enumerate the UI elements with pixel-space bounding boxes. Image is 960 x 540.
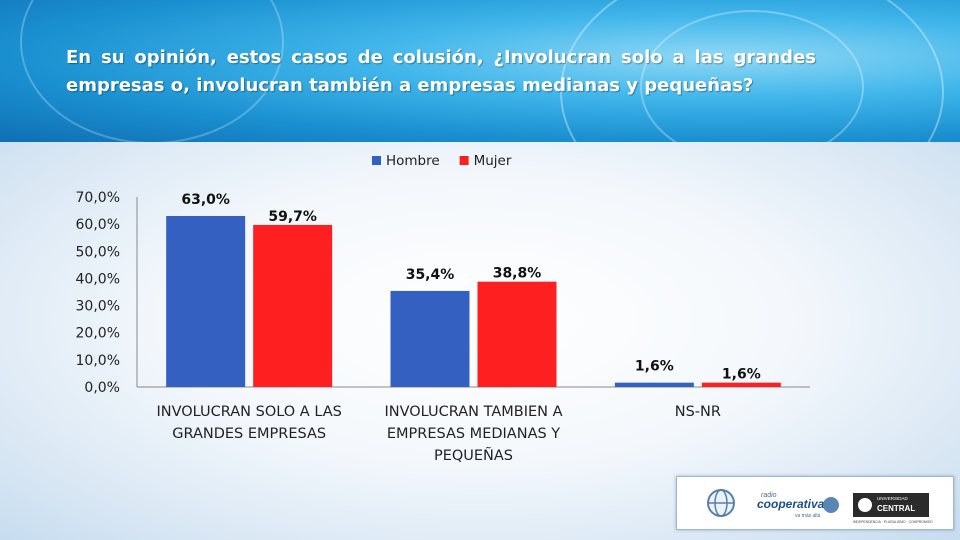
category-label: INVOLUCRAN SOLO A LAS bbox=[156, 404, 341, 420]
bar-hombre bbox=[390, 290, 470, 387]
radio-logo-top: radio bbox=[761, 492, 777, 499]
bar-hombre bbox=[614, 382, 694, 387]
data-label: 59,7% bbox=[268, 209, 317, 225]
y-tick-label: 70,0% bbox=[76, 190, 120, 206]
logos-panel: radio cooperativa va más allá UNIVERSIDA… bbox=[676, 476, 954, 530]
data-label: 1,6% bbox=[635, 359, 674, 375]
bar-mujer bbox=[477, 281, 557, 387]
y-tick-label: 60,0% bbox=[76, 217, 120, 233]
y-tick-label: 10,0% bbox=[76, 353, 120, 369]
bar-mujer bbox=[701, 382, 781, 387]
bar-mujer bbox=[253, 224, 333, 387]
legend-label: Hombre bbox=[386, 153, 440, 169]
radio-logo-name: cooperativa bbox=[757, 497, 825, 511]
legend-swatch-mujer bbox=[459, 156, 469, 165]
y-tick-label: 30,0% bbox=[76, 299, 120, 315]
category-label: EMPRESAS MEDIANAS Y bbox=[387, 426, 560, 442]
y-tick-label: 40,0% bbox=[76, 271, 120, 287]
bar-hombre bbox=[166, 216, 246, 387]
y-tick-label: 20,0% bbox=[76, 326, 120, 342]
university-logo-name: CENTRAL bbox=[877, 504, 915, 513]
y-tick-label: 0,0% bbox=[84, 380, 120, 396]
category-label: INVOLUCRAN TAMBIEN A bbox=[384, 404, 562, 420]
data-label: 1,6% bbox=[722, 367, 761, 383]
university-logo-top: UNIVERSIDAD bbox=[877, 496, 909, 501]
header-banner: En su opinión, estos casos de colusión, … bbox=[0, 0, 960, 142]
radio-logo-tagline: va más allá bbox=[795, 513, 821, 519]
category-label: PEQUEÑAS bbox=[434, 447, 513, 464]
legend-swatch-hombre bbox=[372, 156, 381, 165]
category-label: GRANDES EMPRESAS bbox=[172, 426, 326, 442]
university-logo-icon bbox=[858, 498, 872, 512]
data-label: 35,4% bbox=[406, 267, 455, 283]
category-label: NS-NR bbox=[675, 404, 721, 420]
globe-icon bbox=[707, 489, 735, 517]
data-label: 63,0% bbox=[181, 192, 230, 208]
university-logo-tagline: INDEPENDENCIA · PLURALISMO · COMPROMISO bbox=[853, 520, 933, 524]
decor-swirl bbox=[640, 10, 864, 142]
data-label: 38,8% bbox=[493, 266, 542, 282]
y-tick-label: 50,0% bbox=[76, 244, 120, 260]
radio-logo-icon bbox=[823, 497, 839, 513]
question-title: En su opinión, estos casos de colusión, … bbox=[66, 47, 816, 96]
legend-label: Mujer bbox=[474, 153, 512, 169]
